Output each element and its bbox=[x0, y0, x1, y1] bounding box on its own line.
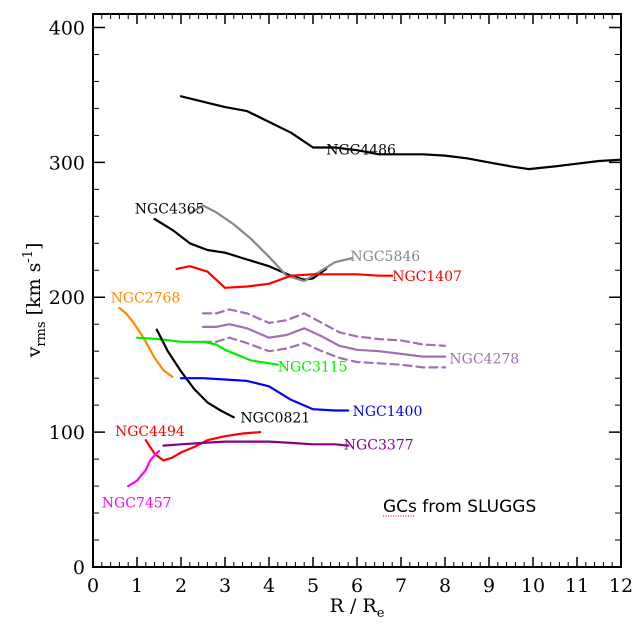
series-label: NGC2768 bbox=[111, 291, 181, 307]
x-tick-label: 1 bbox=[131, 575, 143, 597]
series-line bbox=[155, 328, 235, 419]
series-label: NGC0821 bbox=[240, 411, 310, 427]
x-tick-label: 9 bbox=[483, 575, 495, 597]
y-tick-label: 100 bbox=[49, 422, 85, 444]
series-line bbox=[144, 431, 262, 462]
series-label: NGC4494 bbox=[115, 424, 185, 440]
series-line bbox=[153, 217, 328, 281]
series-line bbox=[179, 377, 350, 412]
annotation-text: GCs from SLUGGS bbox=[383, 497, 536, 517]
series-label: NGC7457 bbox=[102, 496, 172, 512]
y-tick-label: 300 bbox=[49, 152, 85, 174]
y-axis-title-subscript: rms bbox=[34, 321, 49, 346]
x-axis-title-subscript: e bbox=[377, 606, 385, 621]
x-tick-label: 6 bbox=[351, 575, 363, 597]
x-tick-label: 10 bbox=[521, 575, 545, 597]
y-tick-label: 400 bbox=[49, 17, 85, 39]
series-line bbox=[127, 449, 161, 488]
series-label: NGC3115 bbox=[278, 359, 348, 375]
series-line bbox=[175, 265, 394, 289]
x-tick-label: 4 bbox=[263, 575, 275, 597]
x-tick-label: 8 bbox=[439, 575, 451, 597]
x-tick-label: 7 bbox=[395, 575, 407, 597]
series-line bbox=[188, 204, 354, 283]
y-tick-label: 0 bbox=[73, 557, 85, 579]
series-line bbox=[179, 95, 623, 171]
series-line bbox=[201, 323, 447, 358]
series-line bbox=[135, 336, 279, 366]
y-axis-title-unit: [km s bbox=[23, 263, 45, 322]
x-tick-label: 5 bbox=[307, 575, 319, 597]
series-line bbox=[201, 336, 447, 369]
y-axis-title-superscript: -1 bbox=[21, 250, 36, 263]
series-label: NGC5846 bbox=[350, 249, 420, 265]
x-tick-label: 0 bbox=[87, 575, 99, 597]
series-label: NGC4365 bbox=[135, 202, 205, 218]
x-tick-label: 2 bbox=[175, 575, 187, 597]
series-lines bbox=[118, 95, 623, 488]
series-label: NGC1407 bbox=[392, 269, 462, 285]
x-tick-label: 3 bbox=[219, 575, 231, 597]
series-label: NGC1400 bbox=[353, 404, 423, 420]
y-tick-label: 200 bbox=[49, 287, 85, 309]
x-axis-title: R / Re bbox=[330, 595, 385, 621]
y-axis-title: vrms [km s-1] bbox=[21, 243, 49, 359]
x-tick-label: 11 bbox=[565, 575, 589, 597]
series-line bbox=[118, 306, 174, 378]
series-label: NGC4486 bbox=[326, 142, 396, 158]
series-line bbox=[162, 440, 350, 447]
x-tick-label: 12 bbox=[609, 575, 633, 597]
y-axis-title-close: ] bbox=[23, 243, 45, 250]
series-label: NGC3377 bbox=[344, 438, 414, 454]
series-labels: NGC4486 NGC4365 NGC5846 NGC1407 NGC4278 NGC27… bbox=[102, 142, 519, 511]
series-label: NGC4278 bbox=[449, 351, 519, 367]
series-line bbox=[201, 308, 447, 347]
